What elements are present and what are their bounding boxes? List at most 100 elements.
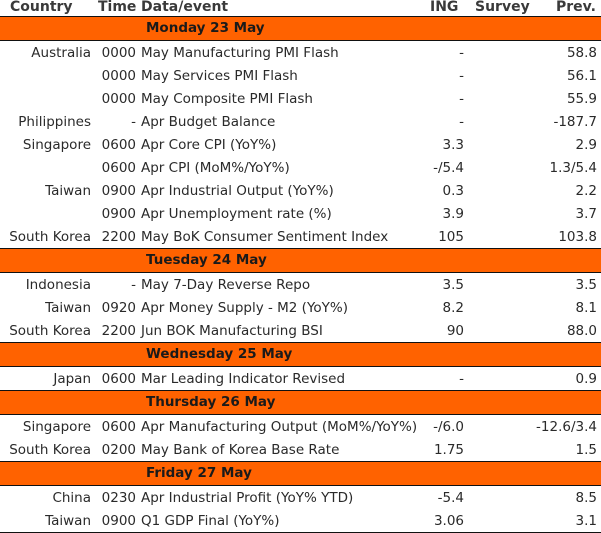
cell-country: Japan (53, 371, 91, 387)
cell-country: Australia (31, 45, 91, 61)
cell-ing: 3.9 (442, 206, 464, 222)
cell-event: Q1 GDP Final (YoY%) (141, 513, 280, 529)
cell-ing: - (459, 45, 464, 61)
cell-country: Indonesia (25, 277, 91, 293)
cell-ing: -5.4 (437, 490, 464, 506)
cell-time: 0900 (101, 183, 136, 199)
cell-ing: - (459, 371, 464, 387)
cell-time: - (131, 114, 136, 130)
calendar-row: Singapore 0600 Apr Core CPI (YoY%) 3.3 2.9 (0, 133, 601, 156)
day-header: Friday 27 May (0, 462, 601, 485)
cell-ing: 3.5 (442, 277, 464, 293)
day-label: Thursday 26 May (146, 394, 276, 410)
cell-prev: 8.5 (575, 490, 597, 506)
cell-time: 2200 (101, 229, 136, 245)
day-header: Monday 23 May (0, 17, 601, 40)
calendar-row: Taiwan 0920 Apr Money Supply - M2 (YoY%) 8.… (0, 296, 601, 319)
cell-time: 0600 (101, 137, 136, 153)
cell-ing: - (459, 91, 464, 107)
calendar-row: 0000 May Composite PMI Flash - 55.9 (0, 87, 601, 110)
cell-country: Singapore (22, 137, 91, 153)
cell-time: 0000 (101, 91, 136, 107)
divider (0, 248, 601, 249)
cell-event: Apr CPI (MoM%/YoY%) (141, 160, 290, 176)
cell-prev: 8.1 (575, 300, 597, 316)
cell-event: Apr Industrial Profit (YoY% YTD) (141, 490, 354, 506)
column-header-time: Time (98, 0, 137, 15)
column-header-ing: ING (430, 0, 459, 15)
calendar-row: Australia 0000 May Manufacturing PMI Flash… (0, 41, 601, 64)
cell-prev: 1.5 (575, 442, 597, 458)
calendar-row: 0600 Apr CPI (MoM%/YoY%) -/5.4 1.3/5.4 (0, 156, 601, 179)
cell-country: Philippines (18, 114, 91, 130)
cell-ing: 0.3 (442, 183, 464, 199)
calendar-row: South Korea 0200 May Bank of Korea Base Ra… (0, 438, 601, 461)
divider (0, 342, 601, 343)
column-header-survey: Survey (475, 0, 530, 15)
divider (0, 461, 601, 462)
cell-time: 0200 (101, 442, 136, 458)
cell-event: May Manufacturing PMI Flash (141, 45, 339, 61)
cell-country: South Korea (9, 229, 91, 245)
cell-prev: 0.9 (575, 371, 597, 387)
cell-time: 0600 (101, 160, 136, 176)
cell-ing: - (459, 68, 464, 84)
cell-country: Taiwan (45, 300, 91, 316)
calendar-row: South Korea 2200 Jun BOK Manufacturing BSI… (0, 319, 601, 342)
cell-country: South Korea (9, 323, 91, 339)
calendar-row: 0900 Apr Unemployment rate (%) 3.9 3.7 (0, 202, 601, 225)
cell-prev: 1.3/5.4 (549, 160, 598, 176)
divider (0, 414, 601, 415)
calendar-row: Singapore 0600 Apr Manufacturing Output (M… (0, 415, 601, 438)
divider (0, 272, 601, 273)
cell-time: 0920 (101, 300, 136, 316)
calendar-row: 0000 May Services PMI Flash - 56.1 (0, 64, 601, 87)
cell-country: Singapore (22, 419, 91, 435)
day-header: Wednesday 25 May (0, 343, 601, 366)
calendar-row: China 0230 Apr Industrial Profit (YoY% YTD… (0, 486, 601, 509)
column-header-row: Country Time Data/event ING Survey Prev. (0, 0, 601, 16)
calendar-row: Japan 0600 Mar Leading Indicator Revised - 0… (0, 367, 601, 390)
divider (0, 16, 601, 17)
cell-ing: -/6.0 (433, 419, 464, 435)
cell-ing: 1.75 (433, 442, 464, 458)
calendar-row: Taiwan 0900 Q1 GDP Final (YoY%) 3.06 3.1 (0, 509, 601, 532)
cell-ing: 8.2 (442, 300, 464, 316)
column-header-prev: Prev. (556, 0, 596, 15)
cell-event: Apr Money Supply - M2 (YoY%) (141, 300, 349, 316)
cell-event: May Bank of Korea Base Rate (141, 442, 340, 458)
divider (0, 390, 601, 391)
day-header: Tuesday 24 May (0, 249, 601, 272)
cell-time: 0600 (101, 371, 136, 387)
cell-prev: 2.9 (575, 137, 597, 153)
cell-country: China (52, 490, 91, 506)
cell-event: Apr Manufacturing Output (MoM%/YoY%) (141, 419, 418, 435)
cell-event: Apr Unemployment rate (%) (141, 206, 332, 222)
cell-prev: 3.1 (575, 513, 597, 529)
cell-ing: 105 (438, 229, 464, 245)
cell-prev: 3.5 (575, 277, 597, 293)
cell-event: Apr Core CPI (YoY%) (141, 137, 277, 153)
day-header: Thursday 26 May (0, 391, 601, 414)
calendar-row: Taiwan 0900 Apr Industrial Output (YoY%) 0.… (0, 179, 601, 202)
cell-prev: -12.6/3.4 (536, 419, 597, 435)
cell-event: May Composite PMI Flash (141, 91, 313, 107)
cell-ing: 3.3 (442, 137, 464, 153)
cell-time: 2200 (101, 323, 136, 339)
day-label: Monday 23 May (146, 20, 265, 36)
cell-ing: 90 (446, 323, 464, 339)
cell-event: Mar Leading Indicator Revised (141, 371, 346, 387)
calendar-row: South Korea 2200 May BoK Consumer Sentimen… (0, 225, 601, 248)
cell-time: 0900 (101, 206, 136, 222)
cell-time: 0230 (101, 490, 136, 506)
divider (0, 485, 601, 486)
cell-country: Taiwan (45, 513, 91, 529)
cell-event: Jun BOK Manufacturing BSI (141, 323, 323, 339)
day-label: Wednesday 25 May (146, 346, 293, 362)
cell-prev: 56.1 (566, 68, 597, 84)
cell-prev: 88.0 (566, 323, 597, 339)
calendar-row: Indonesia - May 7-Day Reverse Repo 3.5 3.5 (0, 273, 601, 296)
cell-event: Apr Budget Balance (141, 114, 276, 130)
cell-ing: 3.06 (433, 513, 464, 529)
